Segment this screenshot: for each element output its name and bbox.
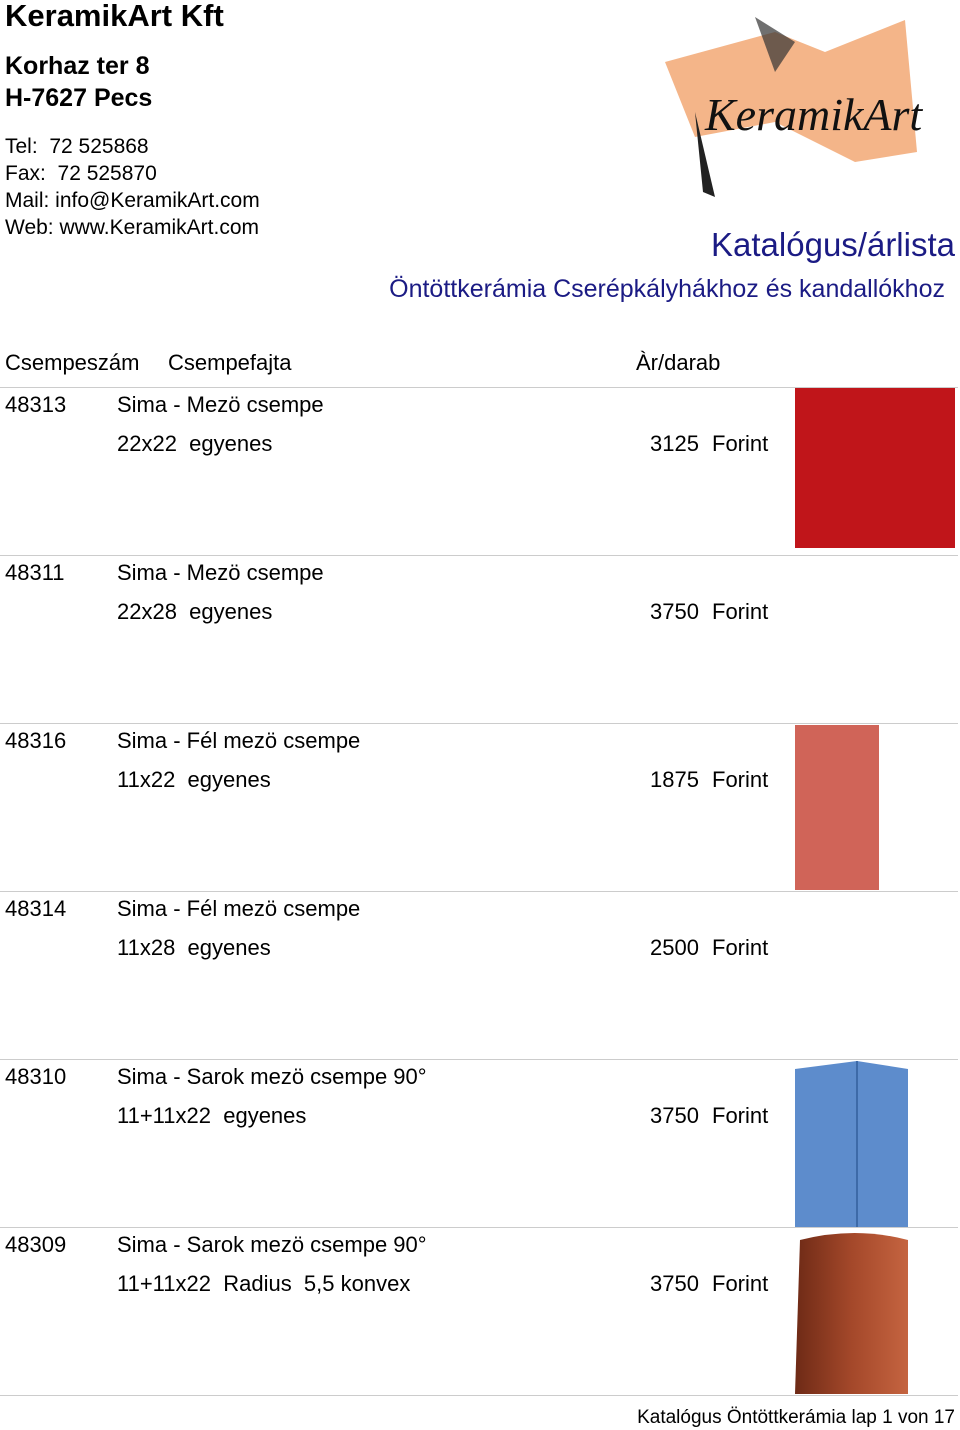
item-currency: Forint: [712, 431, 769, 456]
item-code: 48316: [5, 728, 67, 753]
address: H-7627 Pecs: [5, 84, 153, 112]
item-currency: Forint: [712, 935, 769, 960]
contact: Web: www.KeramikArt.com: [5, 216, 259, 239]
footer: Katalógus Öntöttkerámia lap 1 von 17: [637, 1407, 955, 1428]
item-name: Sima - Mezö csempe: [117, 560, 324, 585]
catalog-title: Katalógus/árlista: [711, 226, 955, 263]
item-code: 48313: [5, 392, 67, 417]
contact: Fax: 72 525870: [5, 162, 157, 185]
item-name: Sima - Mezö csempe: [117, 392, 324, 417]
logo: KeramikArt: [665, 17, 923, 197]
item-size: 11+11x22 egyenes: [117, 1103, 307, 1128]
contact: Tel: 72 525868: [5, 135, 149, 158]
separator: [0, 555, 958, 556]
separator: [0, 723, 958, 724]
tile-image: [795, 1061, 908, 1227]
item-name: Sima - Sarok mezö csempe 90°: [117, 1064, 427, 1089]
item-price: 1875: [650, 767, 699, 792]
logo-text: KeramikArt: [704, 89, 923, 140]
separator: [0, 1227, 958, 1228]
column-header: Àr/darab: [636, 350, 721, 375]
column-header: Csempefajta: [168, 350, 292, 375]
address: Korhaz ter 8: [5, 52, 150, 80]
separator: [0, 387, 958, 388]
item-name: Sima - Sarok mezö csempe 90°: [117, 1232, 427, 1257]
item-size: 11x22 egyenes: [117, 767, 271, 792]
item-price: 2500: [650, 935, 699, 960]
item-code: 48309: [5, 1232, 67, 1257]
item-currency: Forint: [712, 1271, 769, 1296]
tile-image: [795, 1233, 908, 1394]
item-price: 3750: [650, 1103, 699, 1128]
subtitle: Öntöttkerámia Cserépkályhákhoz és kandal…: [389, 275, 945, 303]
tile-image: [795, 388, 955, 548]
item-code: 48310: [5, 1064, 67, 1089]
item-price: 3750: [650, 1271, 699, 1296]
item-currency: Forint: [712, 599, 769, 624]
item-name: Sima - Fél mezö csempe: [117, 896, 361, 921]
contact: Mail: info@KeramikArt.com: [5, 189, 260, 212]
item-currency: Forint: [712, 1103, 769, 1128]
separator: [0, 891, 958, 892]
item-code: 48314: [5, 896, 67, 921]
tile-image: [795, 725, 879, 890]
item-size: 22x22 egyenes: [117, 431, 273, 456]
item-size: 11+11x22 Radius 5,5 konvex: [117, 1271, 411, 1296]
item-price: 3125: [650, 431, 699, 456]
column-header: Csempeszám: [5, 350, 140, 375]
item-currency: Forint: [712, 767, 769, 792]
item-size: 22x28 egyenes: [117, 599, 273, 624]
item-price: 3750: [650, 599, 699, 624]
item-name: Sima - Fél mezö csempe: [117, 728, 361, 753]
item-code: 48311: [5, 560, 65, 585]
separator: [0, 1059, 958, 1060]
company: KeramikArt Kft: [5, 0, 224, 33]
item-size: 11x28 egyenes: [117, 935, 271, 960]
separator: [0, 1395, 958, 1396]
